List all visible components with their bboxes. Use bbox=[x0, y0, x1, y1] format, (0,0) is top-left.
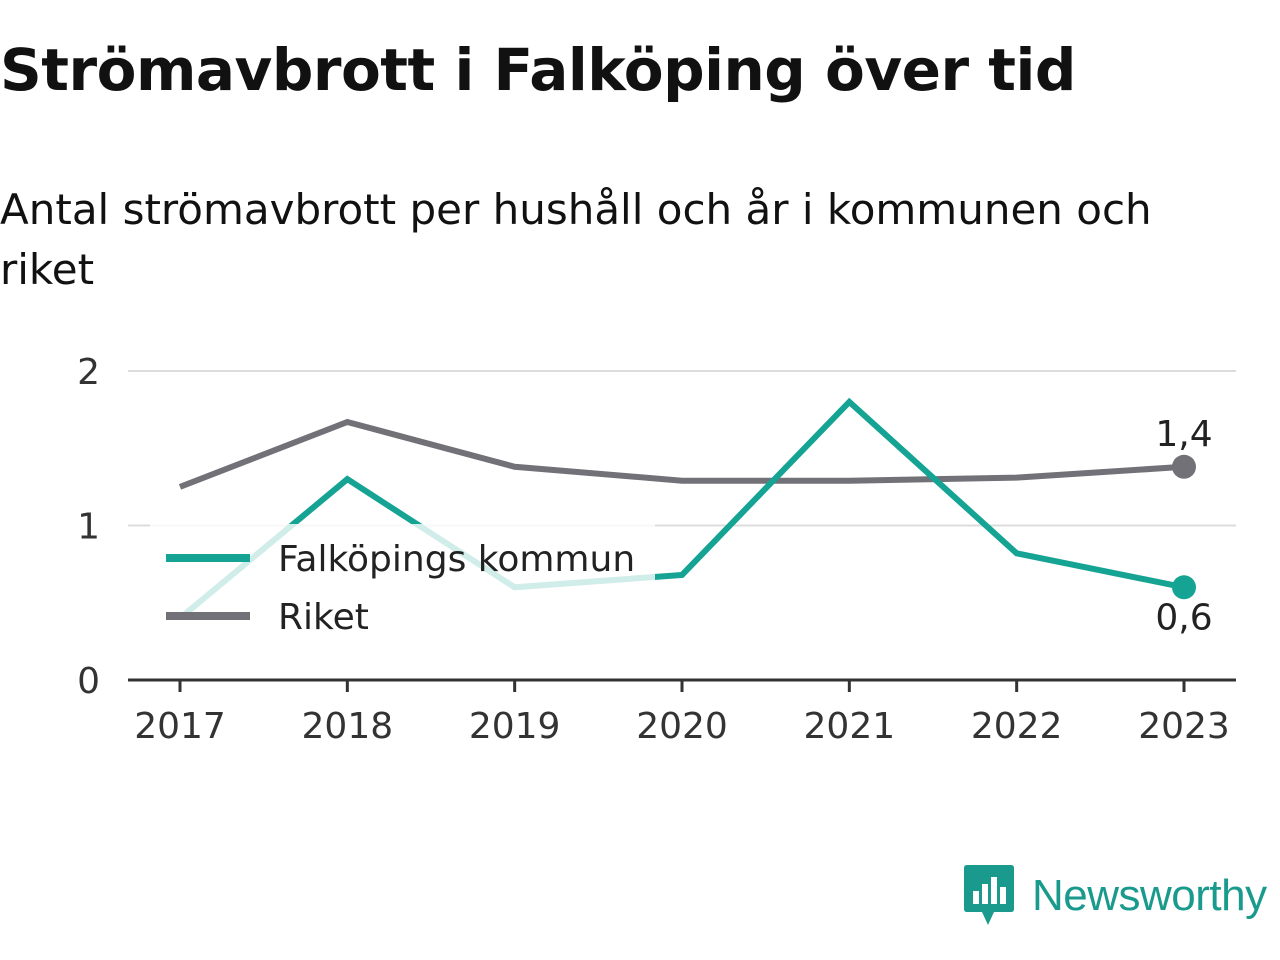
newsworthy-logo-icon bbox=[964, 865, 1014, 925]
x-tick-label-2019: 2019 bbox=[469, 706, 561, 747]
legend-label-riket: Riket bbox=[278, 597, 369, 638]
end-point-falkopings-kommun bbox=[1172, 575, 1196, 600]
x-axis: 0 1 2 2017 2018 2019 2020 2021 2022 2023 bbox=[77, 352, 1236, 747]
legend: Falköpings kommun Riket bbox=[150, 524, 655, 644]
end-label-riket: 1,4 bbox=[1155, 414, 1212, 455]
series-lines bbox=[178, 397, 1196, 621]
x-tick-label-2018: 2018 bbox=[302, 706, 394, 747]
x-tick-label-2022: 2022 bbox=[971, 706, 1063, 747]
y-tick-label-2: 2 bbox=[77, 352, 100, 393]
x-tick-label-2017: 2017 bbox=[134, 706, 226, 747]
legend-label-falkopings-kommun: Falköpings kommun bbox=[278, 539, 635, 580]
x-tick-label-2021: 2021 bbox=[804, 706, 896, 747]
y-tick-label-1: 1 bbox=[77, 507, 100, 548]
chart-title: Strömavbrott i Falköping över tid bbox=[0, 36, 1076, 104]
newsworthy-brand: Newsworthy bbox=[964, 864, 1267, 928]
end-point-riket bbox=[1172, 454, 1196, 479]
chart-subtitle: Antal strömavbrott per hushåll och år i … bbox=[0, 185, 1152, 294]
brand-name: Newsworthy bbox=[1032, 871, 1267, 920]
legend-background bbox=[150, 524, 655, 644]
series-line-riket bbox=[178, 418, 1185, 490]
end-label-falkopings-kommun: 0,6 bbox=[1155, 597, 1212, 638]
x-tick-label-2020: 2020 bbox=[636, 706, 728, 747]
series-line-falkopings-kommun bbox=[178, 397, 1185, 621]
end-labels: 0,6 1,4 bbox=[1155, 414, 1212, 639]
y-tick-label-0: 0 bbox=[77, 661, 100, 702]
x-tick-label-2023: 2023 bbox=[1138, 706, 1230, 747]
gridlines bbox=[128, 370, 1236, 527]
